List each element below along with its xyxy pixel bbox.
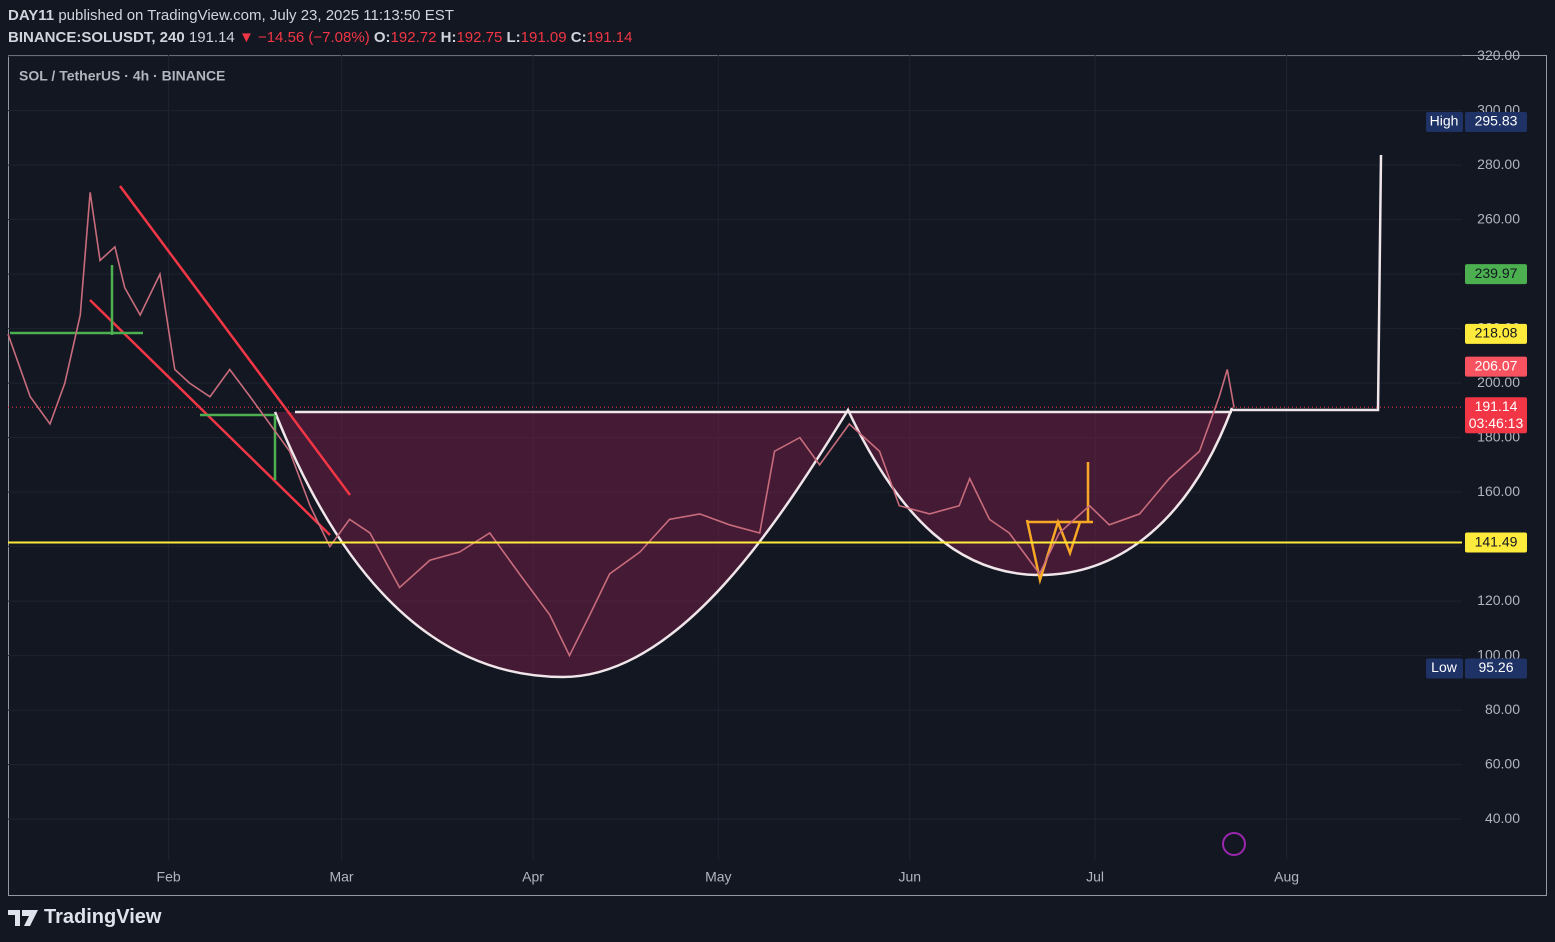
h-label: H: bbox=[440, 29, 457, 46]
price-label: 141.49 bbox=[1475, 533, 1518, 549]
c-label: C: bbox=[570, 29, 587, 46]
price-label-box bbox=[1465, 356, 1527, 377]
footer: TradingView bbox=[8, 906, 161, 929]
brand: TradingView bbox=[44, 906, 162, 928]
x-tick-label: Apr bbox=[522, 869, 544, 885]
x-tick-label: May bbox=[705, 869, 731, 885]
countdown: 03:46:13 bbox=[1469, 415, 1524, 431]
published: published on TradingView.com, July 23, 2… bbox=[58, 7, 454, 24]
price-label-box bbox=[1465, 264, 1527, 285]
y-tick-label: 60.00 bbox=[1485, 755, 1520, 771]
y-tick-label: 260.00 bbox=[1477, 210, 1520, 226]
price-label: 206.07 bbox=[1475, 357, 1518, 373]
price-label-box bbox=[1465, 397, 1527, 434]
y-tick-label: 280.00 bbox=[1477, 156, 1520, 172]
o-label: O: bbox=[373, 29, 391, 46]
price-label-box bbox=[1465, 323, 1527, 344]
price-line bbox=[7, 192, 1235, 658]
price-label-box bbox=[1465, 658, 1527, 679]
l-value: 191.09 bbox=[520, 29, 567, 46]
price-label-box bbox=[1465, 532, 1527, 553]
y-tick-label: 80.00 bbox=[1485, 701, 1520, 717]
price-label-box bbox=[1465, 111, 1527, 132]
price-tag-box bbox=[1426, 111, 1463, 132]
l-label: L: bbox=[506, 29, 521, 46]
chart-frame bbox=[8, 55, 1547, 896]
price-label: 191.14 bbox=[1475, 398, 1518, 414]
price-label: 295.83 bbox=[1475, 113, 1518, 129]
y-tick-label: 160.00 bbox=[1477, 483, 1520, 499]
x-tick-label: Feb bbox=[157, 869, 181, 885]
c-value: 191.14 bbox=[586, 29, 633, 46]
handle-fill bbox=[848, 408, 1232, 575]
y-tick-label: 320.00 bbox=[1477, 47, 1520, 63]
chart: 40.0060.0080.00100.00120.00140.00160.001… bbox=[7, 47, 1547, 896]
h-value: 192.75 bbox=[456, 29, 503, 46]
price-tag: High bbox=[1430, 113, 1459, 129]
price-tag-box bbox=[1426, 658, 1463, 679]
alert-icon[interactable] bbox=[1222, 832, 1246, 856]
y-tick-label: 120.00 bbox=[1477, 592, 1520, 608]
cup-curve bbox=[273, 407, 1234, 679]
x-tick-label: Jun bbox=[899, 869, 922, 885]
symbol-line: BINANCE:SOLUSDT, 240 191.14 ▼ −14.56 (−7… bbox=[8, 29, 632, 46]
price-tag: Low bbox=[1431, 659, 1458, 675]
o-value: 192.72 bbox=[390, 29, 437, 46]
publisher: DAY11 bbox=[8, 7, 55, 24]
last: 191.14 bbox=[188, 29, 235, 46]
y-tick-label: 200.00 bbox=[1477, 374, 1520, 390]
publish-line: DAY11 published on TradingView.com, July… bbox=[8, 7, 454, 24]
channel bbox=[89, 185, 352, 536]
x-tick-label: Aug bbox=[1274, 869, 1299, 885]
price-label: 239.97 bbox=[1475, 265, 1518, 281]
legend: SOL / TetherUS · 4h · BINANCE bbox=[19, 68, 225, 84]
x-tick-label: Mar bbox=[329, 869, 353, 885]
price-label: 95.26 bbox=[1478, 659, 1513, 675]
symbol: BINANCE:SOLUSDT, 240 bbox=[8, 29, 185, 46]
neckline bbox=[295, 154, 1383, 414]
y-tick-label: 40.00 bbox=[1485, 810, 1520, 826]
change: ▼ −14.56 (−7.08%) bbox=[238, 29, 370, 46]
y-tick-label: 100.00 bbox=[1477, 646, 1520, 662]
x-tick-label: Jul bbox=[1086, 869, 1104, 885]
price-label: 218.08 bbox=[1475, 325, 1518, 341]
logo bbox=[8, 909, 38, 926]
